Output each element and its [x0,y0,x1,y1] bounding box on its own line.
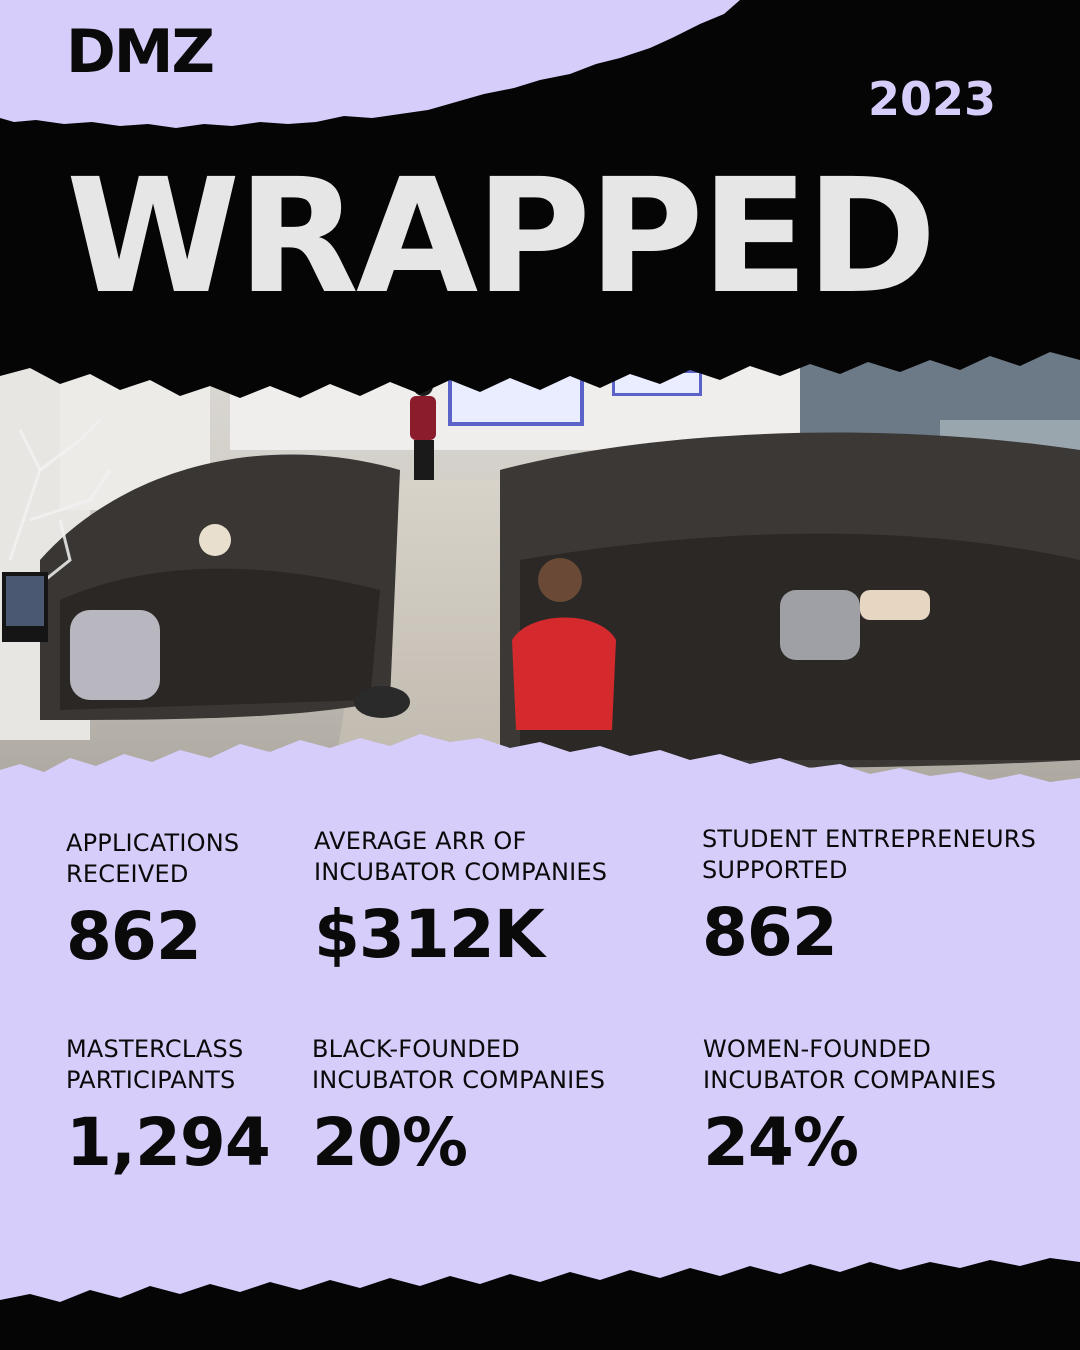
stat-label: AVERAGE ARR OF INCUBATOR COMPANIES [314,827,608,886]
stat-label: APPLICATIONS RECEIVED [66,829,240,888]
stat-average-arr: AVERAGE ARR OF INCUBATOR COMPANIES $312K [314,826,607,968]
stat-value: 20% [312,1104,468,1181]
stat-label: BLACK-FOUNDED INCUBATOR COMPANIES [312,1035,606,1094]
bottom-torn-band [0,1258,1080,1350]
stat-women-founded: WOMEN-FOUNDED INCUBATOR COMPANIES 24% [703,1034,996,1176]
stat-black-founded: BLACK-FOUNDED INCUBATOR COMPANIES 20% [312,1034,605,1176]
stat-value: $312K [314,896,545,973]
dmz-logo: DMZ [66,17,215,87]
stat-value: 24% [703,1104,859,1181]
stat-applications-received: APPLICATIONS RECEIVED 862 [66,828,239,970]
stat-value: 1,294 [66,1104,271,1181]
stat-student-entrepreneurs: STUDENT ENTREPRENEURS SUPPORTED 862 [702,824,1036,966]
stat-masterclass-participants: MASTERCLASS PARTICIPANTS 1,294 [66,1034,271,1181]
top-lavender-strip [0,0,740,128]
stat-value: 862 [702,894,838,971]
year-label: 2023 [868,72,997,126]
bottom-lavender-panel [0,734,1080,1350]
stat-label: MASTERCLASS PARTICIPANTS [66,1035,244,1094]
event-photo [0,330,1080,810]
stat-label: WOMEN-FOUNDED INCUBATOR COMPANIES [703,1035,997,1094]
stat-value: 862 [66,898,202,975]
stat-label: STUDENT ENTREPRENEURS SUPPORTED [702,825,1037,884]
page-title: WRAPPED [66,145,937,329]
